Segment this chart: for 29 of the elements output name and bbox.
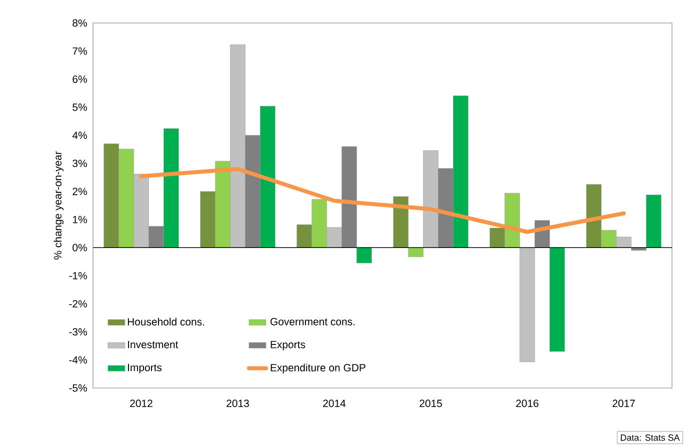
legend-label: Government cons. <box>270 318 354 326</box>
y-tick-label: 4% <box>72 132 87 139</box>
y-tick-label: 1% <box>73 216 87 224</box>
y-tick-label: 3% <box>72 160 87 168</box>
legend-label: Exports <box>270 340 306 350</box>
text: Data: Stats SA <box>620 434 680 441</box>
x-tick-label: 2017 <box>612 400 635 408</box>
x-tick-label: 2013 <box>226 400 249 408</box>
line-series <box>139 166 626 234</box>
y-axis-title: % change year-on-year <box>54 151 64 260</box>
y-tick-label: -1% <box>69 272 87 280</box>
x-tick-label: 2015 <box>420 400 442 408</box>
legend-label: Imports <box>128 364 162 374</box>
y-tick-label: 5% <box>72 104 87 111</box>
y-tick-label: 2% <box>72 188 87 196</box>
y-tick-label: -2% <box>69 300 87 308</box>
y-tick-label: 0% <box>72 244 87 252</box>
y-tick-label: 7% <box>72 47 87 55</box>
legend-label: Expenditure on GDP <box>270 364 366 374</box>
y-tick-label: -5% <box>69 384 87 392</box>
x-tick-label: 2014 <box>323 400 346 408</box>
y-tick-label: 8% <box>72 19 87 27</box>
y-tick-label: -3% <box>69 328 87 336</box>
x-tick-label: 2016 <box>516 400 538 408</box>
y-tick-label: -4% <box>69 356 87 364</box>
x-tick-label: 2012 <box>130 400 152 408</box>
legend-label: Investment <box>128 340 178 348</box>
legend-label: Household cons. <box>128 318 204 326</box>
y-tick-label: 6% <box>72 75 87 83</box>
